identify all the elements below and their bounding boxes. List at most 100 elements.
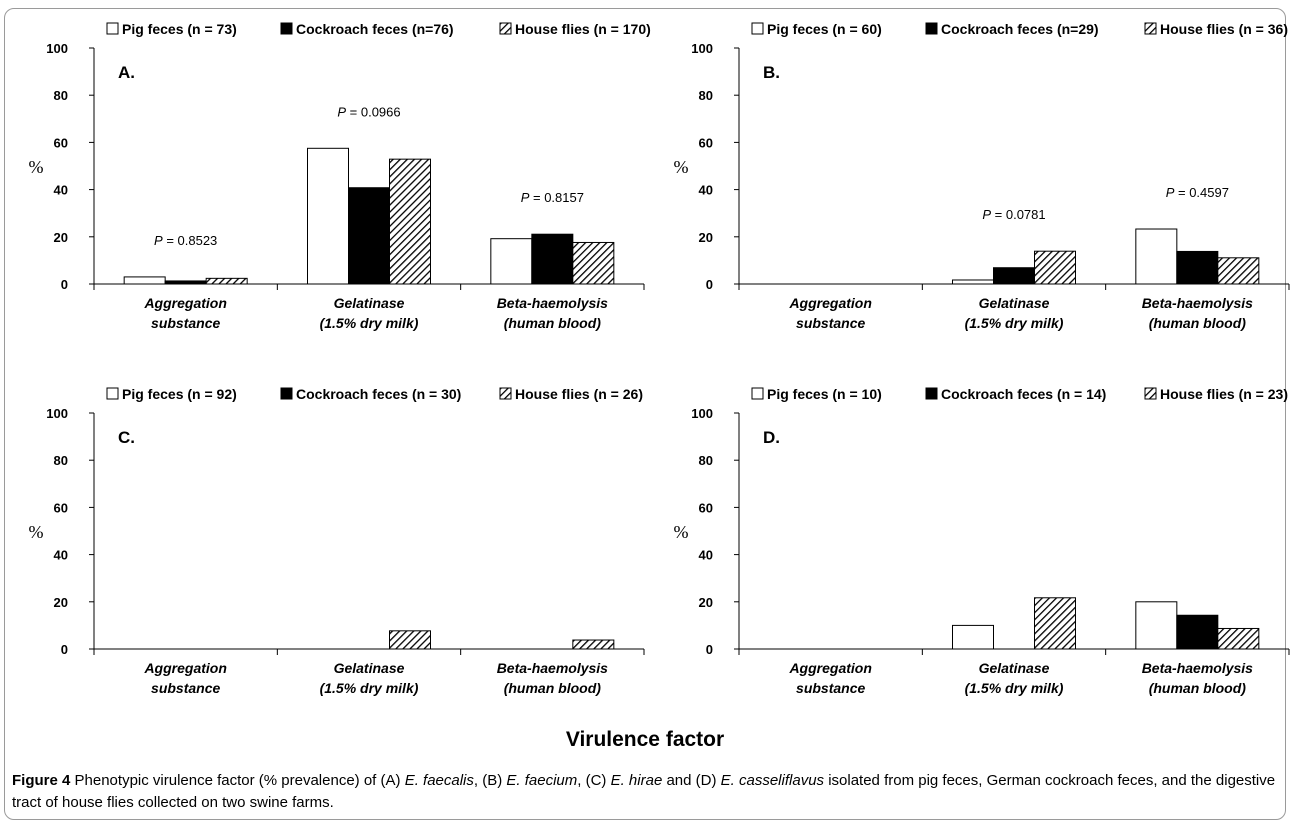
chart-panel-b: 0 20 40 60 80 100% Aggregation substance Gelatin… xyxy=(674,21,1290,331)
p-value-label: P = 0.0781 xyxy=(982,207,1045,222)
p-value-label: P = 0.0966 xyxy=(337,104,400,119)
bar xyxy=(307,147,349,285)
caption-species-2: E. faecium xyxy=(506,772,578,789)
x-category-label: (1.5% dry milk) xyxy=(320,315,419,331)
y-tick-label: 60 xyxy=(54,500,68,515)
legend-entry: Cockroach feces (n=29) xyxy=(941,21,1099,37)
x-category-label: Beta-haemolysis xyxy=(1142,295,1253,311)
chart-panel-d: 0 20 40 60 80 100% Aggregation substance Gelatin… xyxy=(674,386,1290,696)
legend-swatch xyxy=(1144,387,1157,400)
y-tick-label: 0 xyxy=(61,277,68,292)
p-value-label: P = 0.8157 xyxy=(521,190,584,205)
y-tick-label: 0 xyxy=(706,277,713,292)
caption-text-3: , (C) xyxy=(577,772,611,789)
y-tick-label: 0 xyxy=(61,642,68,657)
y-tick-label: 100 xyxy=(691,41,713,56)
x-category-label: (human blood) xyxy=(1149,315,1247,331)
x-axis-title: Virulence factor xyxy=(565,728,725,751)
caption-label: Figure 4 xyxy=(12,772,71,789)
chart-panel-a: 0 20 40 60 80 100% Aggregation substance Gelatin… xyxy=(29,21,651,331)
panel-label: A. xyxy=(118,63,135,82)
caption-species-4: E. casseliflavus xyxy=(720,772,825,789)
x-category-label: Beta-haemolysis xyxy=(1142,660,1253,676)
caption-text-1: Phenotypic virulence factor (% prevalenc… xyxy=(70,772,405,789)
bar xyxy=(389,158,431,285)
y-tick-label: 40 xyxy=(54,183,68,198)
y-tick-label: 20 xyxy=(699,230,713,245)
x-category-label: Aggregation xyxy=(788,660,871,676)
legend-entry: Pig feces (n = 60) xyxy=(767,21,882,37)
y-tick-label: 80 xyxy=(54,453,68,468)
legend-swatch xyxy=(925,387,938,400)
legend-swatch xyxy=(280,22,293,35)
bar xyxy=(389,630,431,650)
x-category-label: substance xyxy=(151,680,220,696)
figure-caption: Figure 4 Phenotypic virulence factor (% … xyxy=(12,770,1278,814)
x-category-label: Gelatinase xyxy=(979,660,1050,676)
y-tick-label: 80 xyxy=(54,88,68,103)
x-category-label: (1.5% dry milk) xyxy=(965,680,1064,696)
legend-entry: Cockroach feces (n = 14) xyxy=(941,386,1106,402)
bar xyxy=(572,241,615,285)
bar xyxy=(1217,627,1260,650)
bar xyxy=(205,277,248,285)
panel-label: B. xyxy=(763,63,780,82)
bar xyxy=(348,187,390,285)
p-value-label: P = 0.4597 xyxy=(1166,185,1229,200)
caption-text-4: and (D) xyxy=(662,772,721,789)
bar xyxy=(490,238,533,285)
y-tick-label: 0 xyxy=(706,642,713,657)
legend-swatch xyxy=(751,22,764,35)
bar xyxy=(952,279,994,285)
y-tick-label: 40 xyxy=(54,548,68,563)
legend-swatch xyxy=(499,22,512,35)
x-category-label: Beta-haemolysis xyxy=(497,660,608,676)
legend-entry: Cockroach feces (n = 30) xyxy=(296,386,461,402)
y-tick-label: 40 xyxy=(699,548,713,563)
y-tick-label: 100 xyxy=(46,41,68,56)
y-tick-label: 20 xyxy=(699,595,713,610)
legend-swatch xyxy=(751,387,764,400)
x-category-label: Aggregation xyxy=(143,660,226,676)
y-tick-label: 80 xyxy=(699,453,713,468)
x-category-label: Gelatinase xyxy=(334,295,405,311)
bar xyxy=(531,233,574,285)
y-axis-label: % xyxy=(29,522,44,542)
bar xyxy=(1176,614,1219,650)
y-tick-label: 80 xyxy=(699,88,713,103)
legend-swatch xyxy=(499,387,512,400)
y-tick-label: 60 xyxy=(54,135,68,150)
legend-swatch xyxy=(106,387,119,400)
y-axis-label: % xyxy=(674,522,689,542)
caption-text-5: isolated from pig feces, German cockroac… xyxy=(12,772,1276,811)
x-category-label: Gelatinase xyxy=(979,295,1050,311)
y-tick-label: 60 xyxy=(699,135,713,150)
legend-entry: Pig feces (n = 10) xyxy=(767,386,882,402)
legend-entry: Pig feces (n = 73) xyxy=(122,21,237,37)
x-category-label: substance xyxy=(796,315,865,331)
x-category-label: Aggregation xyxy=(788,295,871,311)
bar xyxy=(164,280,207,285)
x-category-label: (human blood) xyxy=(1149,680,1247,696)
x-category-label: (1.5% dry milk) xyxy=(965,315,1064,331)
y-axis-label: % xyxy=(29,157,44,177)
legend-swatch xyxy=(925,22,938,35)
chart-panel-c: 0 20 40 60 80 100% Aggregation substance Gelatin… xyxy=(29,386,645,696)
x-category-label: (1.5% dry milk) xyxy=(320,680,419,696)
x-category-label: Aggregation xyxy=(143,295,226,311)
y-tick-label: 20 xyxy=(54,595,68,610)
caption-text-2: , (B) xyxy=(473,772,507,789)
x-category-label: (human blood) xyxy=(504,315,602,331)
y-axis-label: % xyxy=(674,157,689,177)
bar xyxy=(1135,601,1178,650)
bar xyxy=(572,639,615,650)
panel-label: D. xyxy=(763,428,780,447)
legend-swatch xyxy=(280,387,293,400)
x-category-label: substance xyxy=(796,680,865,696)
legend-entry: House flies (n = 26) xyxy=(515,386,643,402)
x-category-label: Gelatinase xyxy=(334,660,405,676)
bar xyxy=(993,267,1035,285)
legend-entry: House flies (n = 36) xyxy=(1160,21,1288,37)
x-category-label: (human blood) xyxy=(504,680,602,696)
bar xyxy=(1034,250,1076,285)
